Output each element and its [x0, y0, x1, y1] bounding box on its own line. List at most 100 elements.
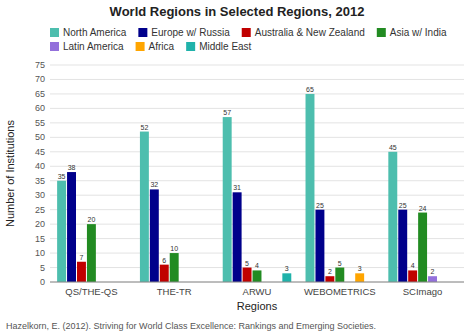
- bar: [170, 253, 179, 282]
- data-label: 38: [68, 164, 76, 171]
- grid-line: [50, 108, 464, 109]
- bar: [57, 181, 66, 282]
- y-tick-label: 65: [35, 89, 45, 99]
- bars: [57, 94, 437, 282]
- y-tick-label: 25: [35, 205, 45, 215]
- grid-line: [50, 151, 464, 152]
- data-label: 32: [150, 181, 158, 188]
- y-tick-label: 55: [35, 118, 45, 128]
- x-axis-line: [50, 282, 464, 283]
- y-tick-label: 30: [35, 190, 45, 200]
- y-tick-label: 15: [35, 234, 45, 244]
- legend-label: Middle East: [199, 41, 251, 52]
- legend-item: Asia w/ India: [377, 27, 447, 38]
- y-tick-label: 70: [35, 74, 45, 84]
- data-label: 25: [316, 202, 324, 209]
- bar: [418, 213, 427, 282]
- bar: [87, 224, 96, 282]
- data-label: 20: [88, 216, 96, 223]
- bar: [398, 210, 407, 282]
- background: [0, 0, 474, 334]
- legend-item: Europe w/ Russia: [138, 27, 230, 38]
- y-tick-label: 60: [35, 103, 45, 113]
- legend-swatch: [377, 28, 386, 37]
- data-label: 5: [245, 260, 249, 267]
- x-tick-label: THE-TR: [157, 286, 192, 297]
- bar: [150, 189, 159, 282]
- data-labels: 355257654538323125257652420104524233: [58, 86, 435, 275]
- chart: World Regions in Selected Regions, 2012 N…: [0, 0, 474, 334]
- bar: [253, 270, 262, 282]
- data-label: 7: [80, 254, 84, 261]
- bar: [243, 268, 252, 282]
- x-tick-label: ARWU: [243, 286, 272, 297]
- y-tick-label: 50: [35, 132, 45, 142]
- legend-swatch: [186, 42, 195, 51]
- x-tick-label: WEBOMETRICS: [304, 286, 376, 297]
- y-axis: 051015202530354045505560657075: [35, 60, 464, 287]
- data-label: 45: [389, 144, 397, 151]
- y-tick-label: 0: [40, 277, 45, 287]
- y-tick-label: 75: [35, 60, 45, 70]
- legend-swatch: [138, 28, 147, 37]
- data-label: 2: [328, 268, 332, 275]
- legend-label: Australia & New Zealand: [255, 27, 365, 38]
- grid-line: [50, 166, 464, 167]
- x-axis: QS/THE-QSTHE-TRARWUWEBOMETRICSSCImago: [50, 282, 464, 297]
- grid-line: [50, 195, 464, 196]
- bar: [282, 273, 291, 282]
- legend: North America Europe w/ Russia Australia &…: [50, 27, 447, 52]
- title: World Regions in Selected Regions, 2012: [110, 4, 365, 19]
- x-axis-label: Regions: [237, 300, 278, 312]
- bar: [233, 192, 242, 282]
- grid-line: [50, 180, 464, 181]
- data-label: 6: [162, 257, 166, 264]
- legend-label: Europe w/ Russia: [151, 27, 230, 38]
- y-tick-label: 40: [35, 161, 45, 171]
- grid-line: [50, 79, 464, 80]
- y-tick-label: 10: [35, 248, 45, 258]
- legend-label: Latin America: [63, 41, 124, 52]
- data-label: 3: [358, 265, 362, 272]
- data-label: 24: [419, 205, 427, 212]
- y-axis-label: Number of Institutions: [4, 120, 16, 227]
- data-label: 2: [431, 268, 435, 275]
- grid-line: [50, 122, 464, 123]
- bar: [325, 276, 334, 282]
- grid-line: [50, 282, 464, 283]
- bar: [335, 268, 344, 282]
- grid-line: [50, 65, 464, 66]
- bar: [77, 262, 86, 282]
- data-label: 4: [411, 262, 415, 269]
- data-label: 52: [140, 124, 148, 131]
- legend-swatch: [50, 42, 59, 51]
- grid-line: [50, 137, 464, 138]
- bar: [306, 94, 315, 282]
- bar: [355, 273, 364, 282]
- data-label: 10: [170, 245, 178, 252]
- grid-line: [50, 93, 464, 94]
- data-label: 57: [223, 109, 231, 116]
- bar: [223, 117, 232, 282]
- data-label: 25: [399, 202, 407, 209]
- legend-item: Africa: [136, 41, 175, 52]
- data-label: 3: [285, 265, 289, 272]
- bar: [388, 152, 397, 282]
- bar: [408, 270, 417, 282]
- legend-swatch: [50, 28, 59, 37]
- legend-swatch: [242, 28, 251, 37]
- bar: [140, 132, 149, 282]
- x-tick-label: SCImago: [403, 286, 443, 297]
- y-tick-label: 35: [35, 176, 45, 186]
- data-label: 35: [58, 173, 66, 180]
- data-label: 31: [233, 184, 241, 191]
- y-tick-label: 5: [40, 263, 45, 273]
- legend-item: Australia & New Zealand: [242, 27, 365, 38]
- legend-swatch: [136, 42, 145, 51]
- legend-item: Latin America: [50, 41, 124, 52]
- bar: [428, 276, 437, 282]
- legend-label: North America: [63, 27, 127, 38]
- legend-label: Africa: [149, 41, 175, 52]
- legend-label: Asia w/ India: [390, 27, 447, 38]
- data-label: 4: [255, 262, 259, 269]
